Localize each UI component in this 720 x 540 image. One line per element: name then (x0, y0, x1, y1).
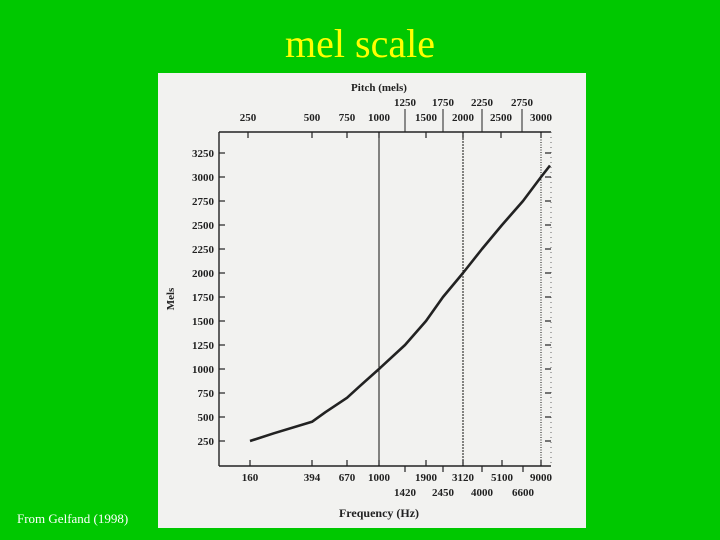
y-tick-label: 1500 (192, 316, 215, 328)
top-tick-label-row1: 2250 (471, 97, 494, 109)
top-tick-label: 2500 (490, 112, 513, 124)
x-tick-label: 9000 (530, 472, 553, 484)
x-tick-label: 160 (242, 472, 259, 484)
y-tick-label: 1250 (192, 340, 215, 352)
top-tick-label: 750 (339, 112, 356, 124)
y-axis-title: Mels (165, 287, 177, 310)
x-tick-label: 3120 (452, 472, 475, 484)
y-tick-label: 250 (198, 436, 215, 448)
x-tick-label-row2: 1420 (394, 487, 417, 499)
top-tick-label: 2000 (452, 112, 475, 124)
x-tick-label-row2: 6600 (512, 487, 535, 499)
top-tick-label: 250 (240, 112, 257, 124)
mel-scale-chart: 250 500 750 1000 1250 1500 1750 2000 2250 2500 275… (158, 73, 586, 528)
top-tick-label: 1500 (415, 112, 438, 124)
x-tick-label: 5100 (491, 472, 514, 484)
y-tick-label: 2750 (192, 196, 215, 208)
top-tick-label-row1: 1250 (394, 97, 417, 109)
top-tick-label-row1: 1750 (432, 97, 455, 109)
x-axis-title: Frequency (Hz) (339, 506, 419, 520)
top-tick-label: 500 (304, 112, 321, 124)
y-tick-label: 1750 (192, 292, 215, 304)
y-tick-label: 2500 (192, 220, 215, 232)
y-tick-label: 750 (198, 388, 215, 400)
top-tick-label: 1000 (368, 112, 391, 124)
top-axis-title: Pitch (mels) (351, 82, 407, 94)
slide-title: mel scale (285, 21, 435, 66)
y-tick-label: 2000 (192, 268, 215, 280)
chart-svg: 2505007501000125015001750200022502500275… (165, 82, 553, 520)
y-tick-label: 2250 (192, 244, 215, 256)
top-tick-label: 3000 (530, 112, 553, 124)
x-tick-label: 1900 (415, 472, 438, 484)
mel-curve (249, 164, 552, 443)
y-tick-label: 1000 (192, 364, 215, 376)
x-tick-label: 1000 (368, 472, 391, 484)
x-tick-label: 670 (339, 472, 356, 484)
x-tick-label: 394 (304, 472, 321, 484)
top-tick-label-row1: 2750 (511, 97, 534, 109)
x-tick-label-row2: 2450 (432, 487, 455, 499)
source-credit: From Gelfand (1998) (17, 511, 129, 526)
x-tick-label-row2: 4000 (471, 487, 494, 499)
y-tick-label: 500 (198, 412, 215, 424)
y-tick-label: 3250 (192, 148, 215, 160)
y-tick-label: 3000 (192, 172, 215, 184)
